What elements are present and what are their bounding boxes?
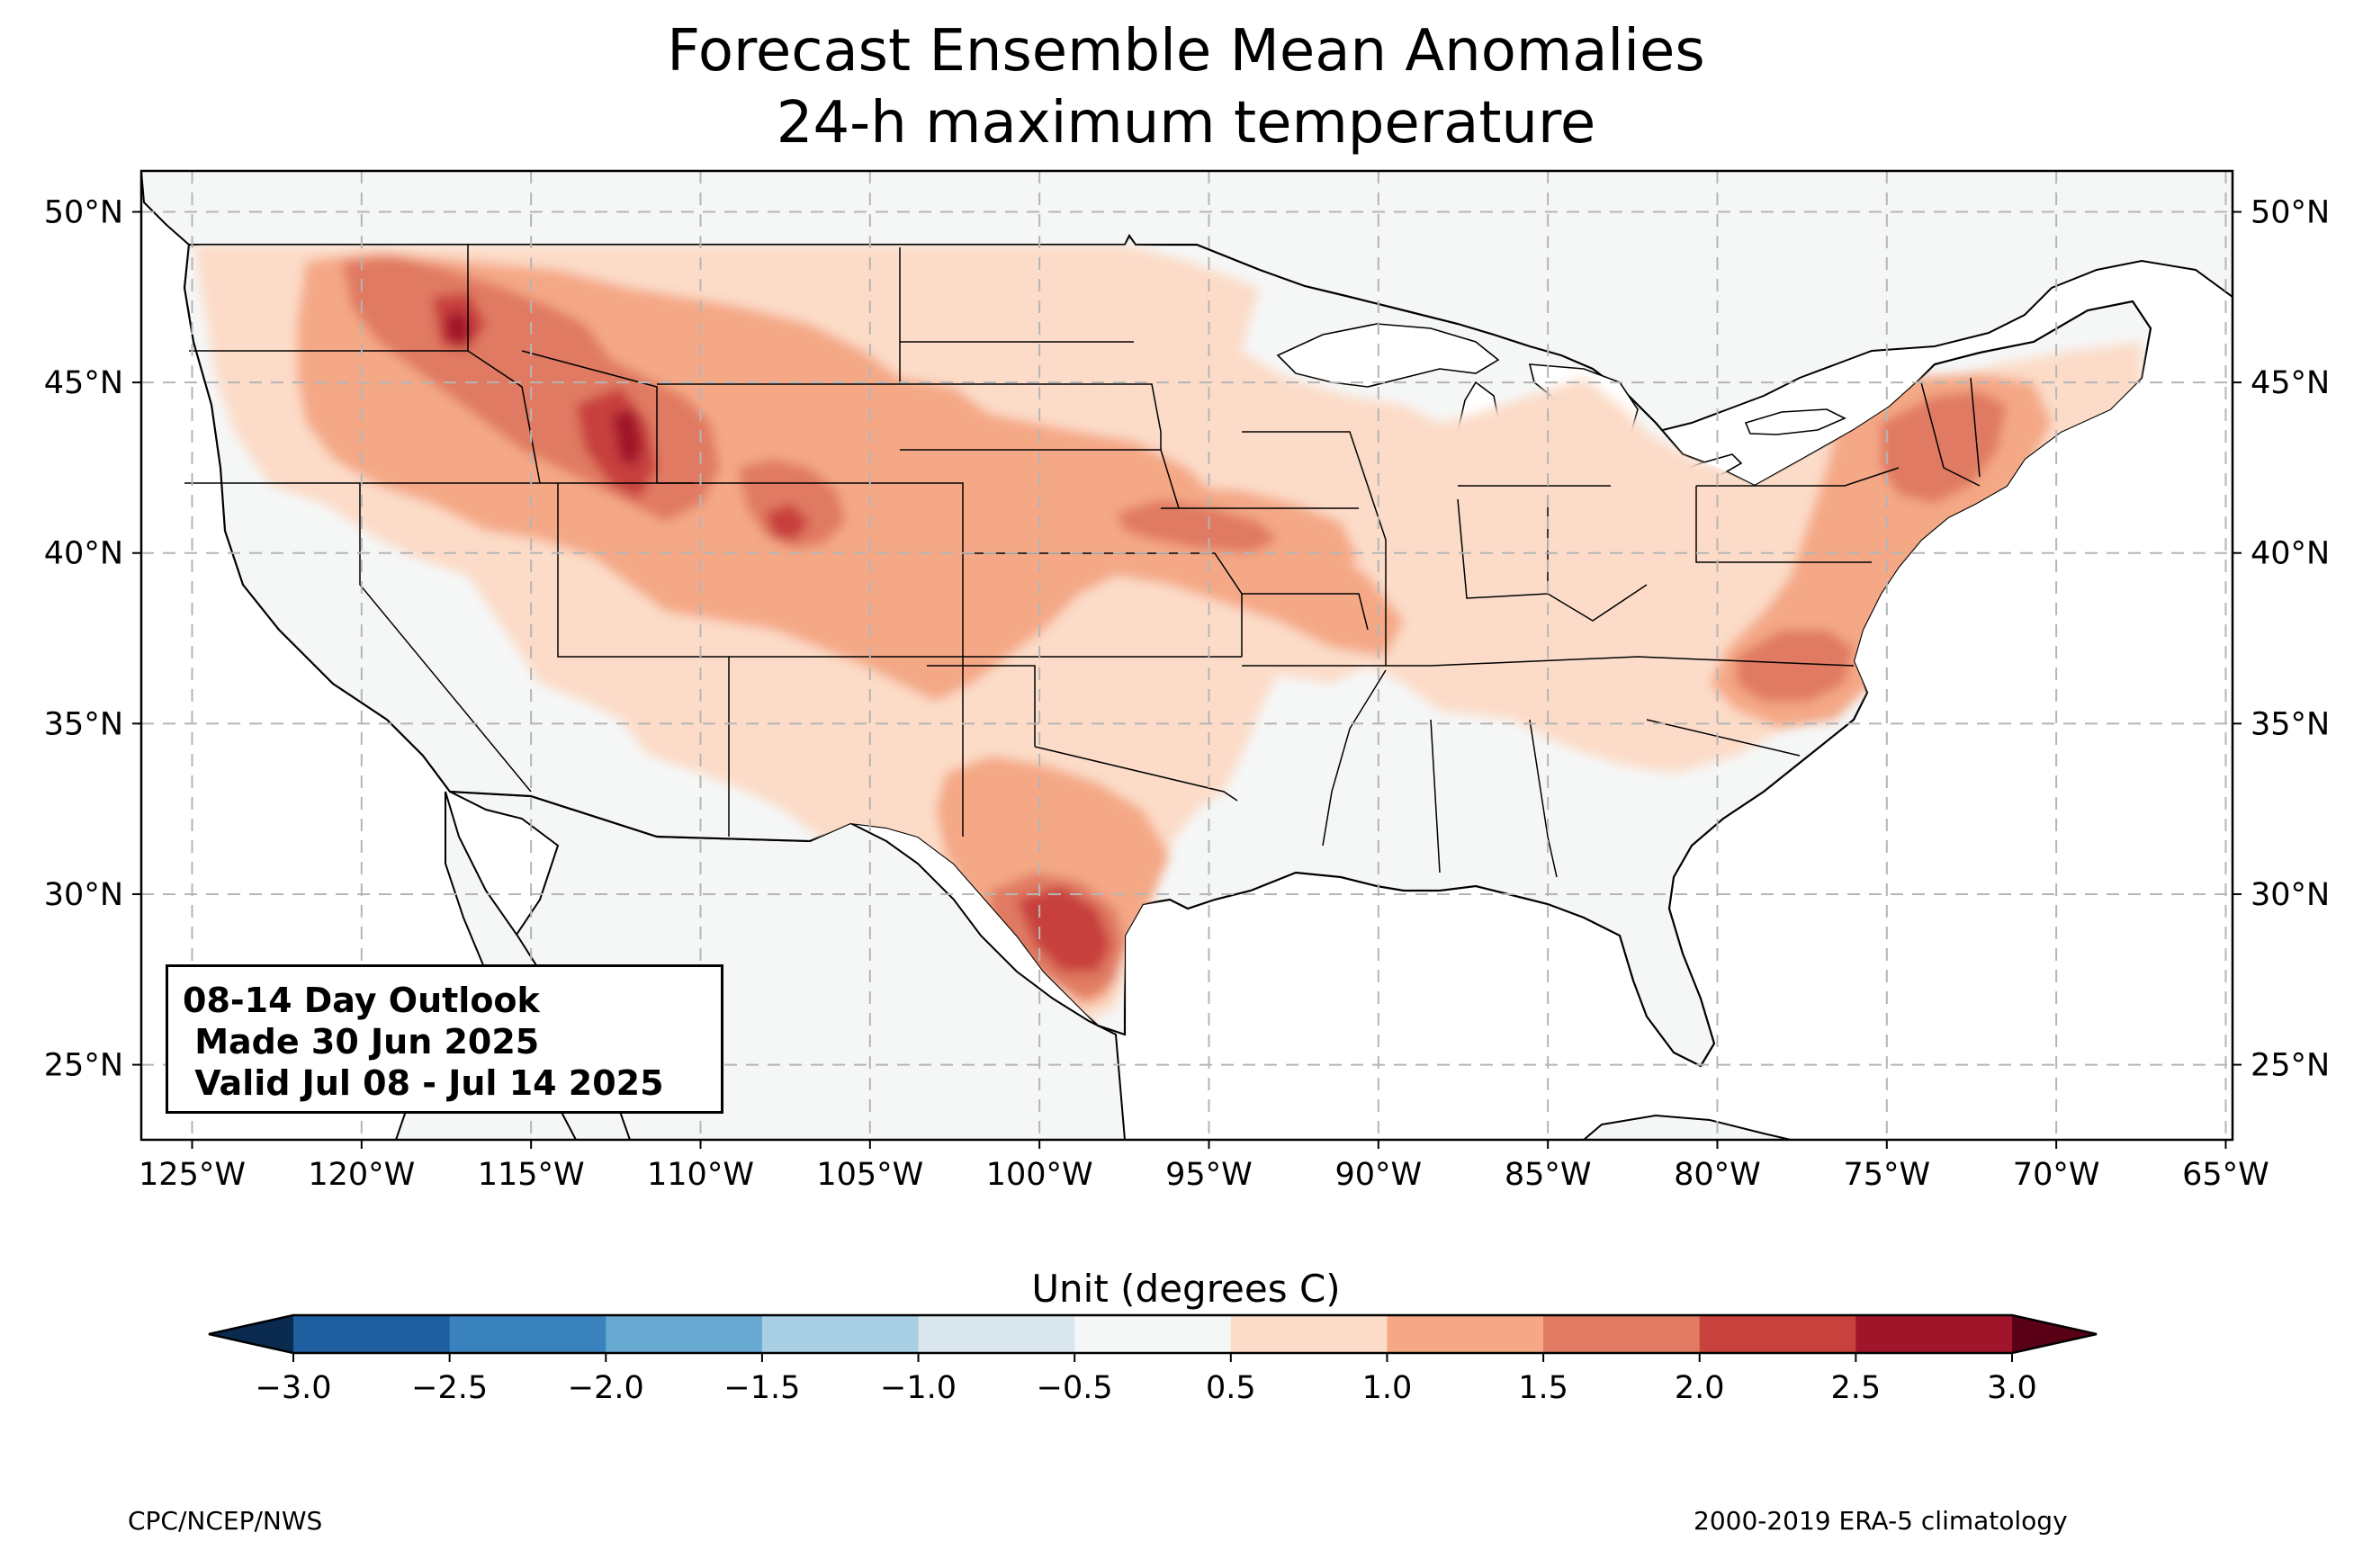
outlook-info-box: 08-14 Day Outlook Made 30 Jun 2025 Valid…: [166, 964, 723, 1114]
lon-tick-label: 115°W: [478, 1157, 585, 1193]
colorbar-under-arrow: [209, 1315, 293, 1353]
info-line-1: 08-14 Day Outlook: [183, 981, 540, 1020]
colorbar-tick-label: 0.5: [1206, 1370, 1256, 1406]
colorbar-segment: [293, 1315, 451, 1353]
lon-tick-label: 125°W: [139, 1157, 246, 1193]
credit-left: CPC/NCEP/NWS: [128, 1506, 323, 1536]
title-line-2: 24-h maximum temperature: [776, 90, 1596, 157]
colorbar-segment: [1699, 1315, 1856, 1353]
lat-tick-label-right: 45°N: [2251, 365, 2330, 401]
colorbar-segment: [761, 1315, 920, 1353]
lon-tick-label: 75°W: [1843, 1157, 1930, 1193]
lat-tick-label-right: 50°N: [2251, 195, 2330, 231]
lat-tick-label-left: 30°N: [44, 877, 123, 913]
lat-tick-label-left: 45°N: [44, 365, 123, 401]
colorbar-segment: [918, 1315, 1075, 1353]
lon-tick-label: 85°W: [1505, 1157, 1592, 1193]
colorbar-tick-label: 3.0: [1987, 1370, 2037, 1406]
latitude-axis: 25°N 25°N 30°N 30°N 35°N 35°N 40°N 40°N 45°N 45°N…: [44, 195, 2330, 1084]
lon-tick-label: 100°W: [986, 1157, 1093, 1193]
lat-tick-label-right: 35°N: [2251, 706, 2330, 742]
colorbar-over-arrow: [2012, 1315, 2097, 1353]
lat-tick-label-left: 50°N: [44, 195, 123, 231]
map-frame: [139, 169, 2234, 1142]
lon-tick-label: 65°W: [2182, 1157, 2269, 1193]
lat-tick-label-right: 25°N: [2251, 1048, 2330, 1084]
colorbar-tick-label: −3.0: [256, 1370, 332, 1406]
colorbar-tick-label: −1.5: [723, 1370, 800, 1406]
credit-right: 2000-2019 ERA-5 climatology: [1694, 1506, 2068, 1536]
lon-tick-label: 70°W: [2013, 1157, 2100, 1193]
colorbar-segment: [1387, 1315, 1544, 1353]
colorbar: [208, 1313, 2098, 1355]
lon-tick-label: 80°W: [1674, 1157, 1761, 1193]
cuba-island: [1582, 1114, 1792, 1140]
lat-tick-label-left: 35°N: [44, 706, 123, 742]
lon-tick-label: 110°W: [647, 1157, 754, 1193]
info-line-3: Valid Jul 08 - Jul 14 2025: [183, 1063, 664, 1103]
lake-ontario: [1744, 408, 1846, 435]
lon-tick-label: 120°W: [308, 1157, 415, 1193]
colorbar-tick-label: 1.0: [1362, 1370, 1413, 1406]
colorbar-tick-label: −1.0: [880, 1370, 957, 1406]
colorbar-tick-label: 2.5: [1831, 1370, 1882, 1406]
longitude-axis: 125°W 120°W 115°W 110°W 105°W 100°W 95°W 90°W 85…: [139, 1140, 2269, 1193]
colorbar-tick-label: −2.5: [411, 1370, 488, 1406]
lon-tick-label: 90°W: [1334, 1157, 1422, 1193]
lon-tick-label: 105°W: [816, 1157, 923, 1193]
colorbar-segment: [449, 1315, 606, 1353]
state-boundaries: [184, 245, 1981, 878]
colorbar-title: Unit (degrees C): [1031, 1267, 1341, 1311]
colorbar-segment: [1230, 1315, 1388, 1353]
colorbar-segment: [1855, 1315, 2013, 1353]
colorbar-segment: [1543, 1315, 1701, 1353]
colorbar-tick-label: −2.0: [568, 1370, 644, 1406]
colorbar-tick-label: −0.5: [1037, 1370, 1113, 1406]
colorbar-tick-label: 1.5: [1518, 1370, 1568, 1406]
colorbar-segment: [1074, 1315, 1232, 1353]
title-line-1: Forecast Ensemble Mean Anomalies: [667, 18, 1705, 85]
lat-tick-label-right: 40°N: [2251, 536, 2330, 572]
colorbar-segment: [606, 1315, 763, 1353]
info-line-2: Made 30 Jun 2025: [183, 1022, 540, 1062]
lat-tick-label-left: 25°N: [44, 1048, 123, 1084]
lat-tick-label-right: 30°N: [2251, 877, 2330, 913]
colorbar-tick-label: 2.0: [1675, 1370, 1725, 1406]
lat-tick-label-left: 40°N: [44, 536, 123, 572]
colorbar-ticks: −3.0 −2.5 −2.0 −1.5 −1.0 −0.5 0.5 1.0 1.5 2.0 2.5 3…: [256, 1353, 2037, 1406]
lon-tick-label: 95°W: [1165, 1157, 1253, 1193]
